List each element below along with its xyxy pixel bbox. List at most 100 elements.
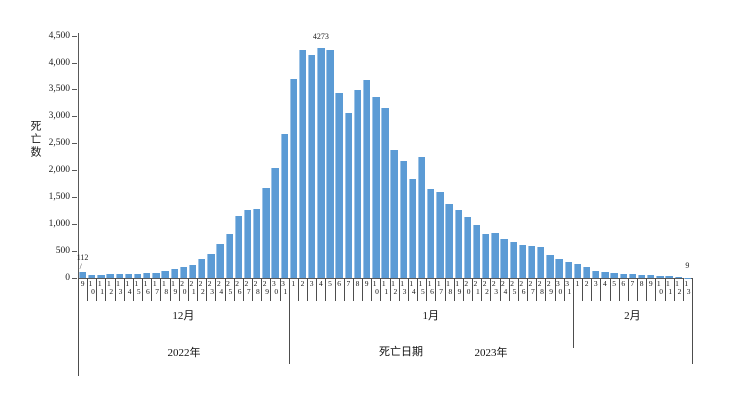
y-tick — [72, 35, 77, 37]
bar — [353, 90, 362, 278]
y-tick — [72, 250, 77, 252]
y-tick — [72, 62, 77, 64]
bar — [216, 243, 224, 278]
bar — [665, 276, 673, 278]
date-tick — [481, 278, 483, 301]
date-tick — [673, 278, 675, 301]
bar — [619, 273, 627, 278]
bar — [610, 272, 618, 278]
date-tick — [178, 278, 180, 301]
date-tick — [123, 278, 125, 301]
y-tick-label: 1,000 — [48, 218, 70, 229]
value-label: 4273 — [312, 32, 329, 41]
date-label: 3 — [593, 279, 598, 288]
date-tick — [664, 278, 666, 301]
bar — [445, 203, 453, 278]
y-tick — [72, 89, 77, 91]
y-tick — [72, 143, 77, 145]
date-tick — [462, 278, 464, 301]
date-tick — [517, 278, 519, 301]
date-tick — [187, 278, 189, 301]
bar — [88, 274, 96, 278]
date-tick — [490, 278, 492, 301]
date-tick — [261, 278, 263, 301]
bar — [427, 188, 435, 278]
date-tick — [618, 278, 620, 301]
bar — [243, 209, 252, 278]
bar — [207, 254, 215, 278]
date-tick — [325, 278, 327, 301]
x-axis-title: 死亡日期 — [379, 346, 423, 358]
date-label: 1 — [291, 279, 296, 288]
y-tick — [72, 277, 77, 279]
value-label: 9 — [685, 260, 690, 270]
date-label: 1 — [575, 279, 580, 288]
date-tick — [151, 278, 153, 301]
y-tick-label: 2,000 — [48, 165, 70, 176]
bar — [463, 216, 472, 278]
bar — [262, 187, 270, 278]
date-tick — [582, 278, 584, 301]
date-tick — [371, 278, 373, 301]
date-label: 9 — [648, 279, 653, 288]
date-label: 9 — [80, 279, 85, 288]
date-label: 4 — [603, 279, 607, 288]
y-tick — [72, 196, 77, 198]
date-tick — [316, 278, 318, 301]
date-tick — [206, 278, 208, 301]
bar — [179, 267, 188, 278]
bar — [97, 274, 105, 278]
axis-boundary-line — [288, 278, 290, 364]
date-tick — [407, 278, 409, 301]
date-tick — [627, 278, 629, 301]
bar — [454, 209, 462, 278]
bar — [500, 239, 508, 278]
date-tick — [655, 278, 657, 301]
date-tick — [169, 278, 171, 301]
date-tick — [417, 278, 419, 301]
bar — [198, 259, 206, 278]
date-tick — [270, 278, 272, 301]
bar — [78, 271, 87, 278]
y-tick-label: 2,500 — [48, 138, 70, 149]
label-leader-line: / — [79, 261, 82, 271]
bar — [253, 209, 261, 278]
bar — [408, 179, 417, 278]
bar — [381, 107, 389, 278]
date-tick — [444, 278, 446, 301]
bar — [555, 259, 563, 278]
date-tick — [297, 278, 299, 301]
bar — [143, 273, 151, 278]
bar — [317, 48, 325, 278]
y-tick — [72, 116, 77, 118]
date-tick — [453, 278, 455, 301]
bar — [271, 167, 279, 278]
bar — [647, 275, 655, 278]
date-tick — [398, 278, 400, 301]
bar — [628, 274, 637, 278]
date-tick — [114, 278, 116, 301]
date-label: 9 — [364, 279, 369, 288]
date-tick — [142, 278, 144, 301]
bar — [161, 271, 169, 278]
date-tick — [242, 278, 244, 301]
bar — [124, 273, 133, 278]
date-label: 2 — [300, 279, 305, 288]
